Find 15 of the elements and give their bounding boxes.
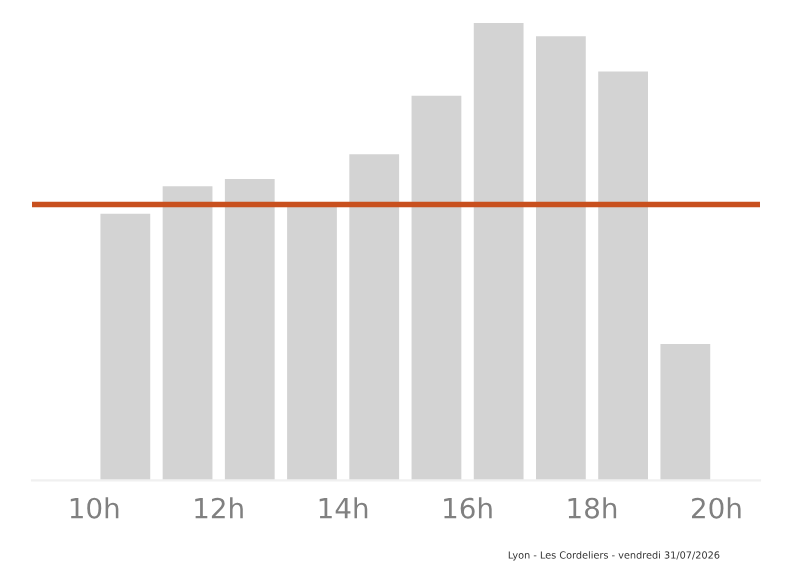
x-tick-label: 14h xyxy=(319,497,368,519)
x-tick-label: 20h xyxy=(692,497,741,519)
x-tick-label: 16h xyxy=(444,497,492,519)
bar xyxy=(473,22,524,481)
x-tick-label: 10h xyxy=(70,497,119,519)
bar xyxy=(411,95,462,481)
x-tick-label: 18h xyxy=(568,497,617,519)
bar xyxy=(349,154,400,481)
bar xyxy=(100,213,151,481)
bar xyxy=(660,344,711,481)
bar xyxy=(598,71,648,481)
x-tick-label: 12h xyxy=(195,497,243,519)
bar xyxy=(162,186,213,481)
bar xyxy=(224,178,275,481)
bar xyxy=(536,36,586,481)
